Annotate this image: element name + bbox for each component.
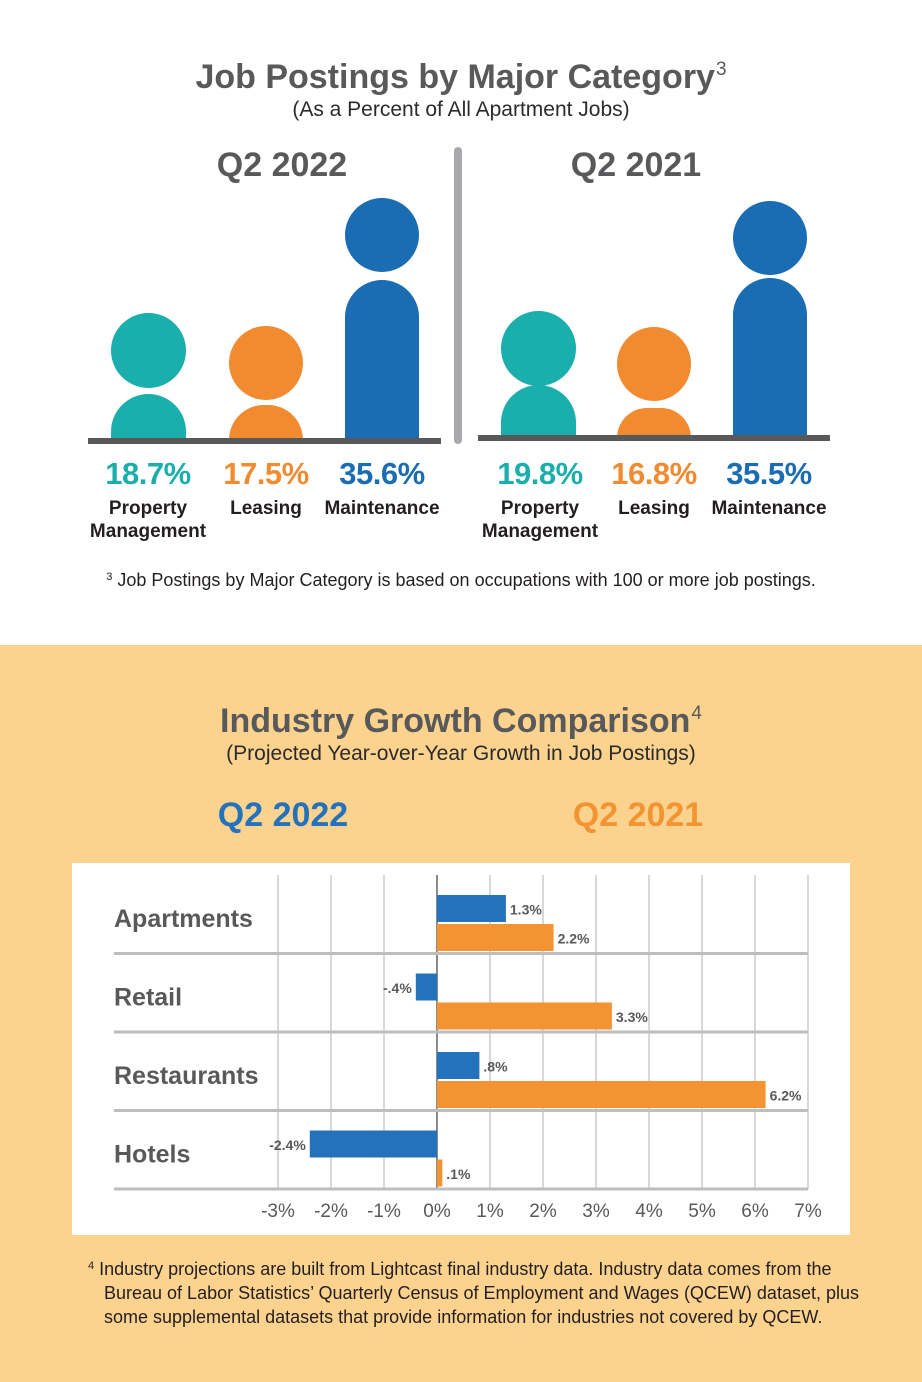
data-label: 3.3%	[616, 1009, 648, 1025]
label-maintenance-2022: Maintenance	[324, 498, 440, 519]
category-label: Retail	[114, 984, 182, 1012]
person-body-leasing-2021	[617, 408, 691, 438]
legend-q2-2022: Q2 2022	[217, 796, 349, 834]
label-property-management-2021: Property Management	[481, 498, 599, 542]
data-label: -.4%	[383, 980, 412, 996]
x-tick-label: 2%	[529, 1201, 557, 1222]
bar-q2-2021	[437, 1159, 443, 1187]
label-leasing-2022: Leasing	[230, 498, 302, 519]
bar-q2-2022	[309, 1130, 437, 1158]
data-label: .8%	[483, 1059, 508, 1075]
section1-subtitle: (As a Percent of All Apartment Jobs)	[292, 98, 630, 121]
growth-chart: -3% -2% -1% 0% 1% 2% 3% 4% 5% 6% 7% Apartments 1.3% 2…	[114, 875, 822, 1222]
person-body-property-management-2021	[501, 385, 576, 438]
panel-title-q2-2021: Q2 2021	[570, 146, 702, 184]
bar-q2-2022	[437, 895, 506, 922]
x-tick-label: -2%	[314, 1201, 348, 1222]
pct-maintenance-2021: 35.5%	[726, 456, 812, 491]
person-body-leasing-2022	[229, 405, 303, 440]
title-footnote-mark: 3	[715, 59, 727, 80]
pct-leasing-2021: 16.8%	[611, 456, 697, 491]
bar-q2-2021	[437, 924, 554, 951]
x-tick-label: 5%	[688, 1201, 716, 1222]
x-tick-label: 1%	[476, 1201, 504, 1222]
x-tick-label: 4%	[635, 1201, 663, 1222]
footnote-4: 4 Industry projections are built from Li…	[88, 1259, 859, 1327]
x-tick-label: 6%	[741, 1201, 769, 1222]
section1-title: Job Postings by Major Category3	[195, 58, 727, 96]
legend-q2-2021: Q2 2021	[572, 796, 704, 834]
x-tick-label: 3%	[582, 1201, 610, 1222]
pct-maintenance-2022: 35.6%	[339, 456, 425, 491]
x-tick-label: -1%	[367, 1201, 401, 1222]
label-property-management-2022: Property Management	[89, 498, 207, 542]
label-maintenance-2021: Maintenance	[711, 498, 827, 519]
person-icon-leasing-2021	[617, 327, 691, 401]
data-label: 2.2%	[558, 931, 590, 947]
category-label: Hotels	[114, 1141, 190, 1169]
x-tick-label: 0%	[423, 1201, 451, 1222]
person-icon-maintenance-2022	[345, 198, 419, 272]
data-label: 6.2%	[770, 1088, 802, 1104]
pct-leasing-2022: 17.5%	[223, 456, 309, 491]
pct-property-management-2022: 18.7%	[105, 456, 191, 491]
person-body-maintenance-2022	[345, 280, 419, 440]
x-tick-label: -3%	[261, 1201, 295, 1222]
panel-divider	[454, 147, 462, 444]
pct-property-management-2021: 19.8%	[497, 456, 583, 491]
bar-q2-2022	[415, 973, 437, 1001]
footnote-3: 3 Job Postings by Major Category is base…	[106, 570, 816, 590]
title-footnote-mark: 4	[691, 703, 702, 724]
person-icon-leasing-2022	[229, 326, 303, 400]
section2-title: Industry Growth Comparison4	[220, 702, 702, 740]
person-body-property-management-2022	[111, 394, 186, 440]
panel-title-q2-2022: Q2 2022	[216, 146, 348, 184]
person-icon-property-management-2021	[501, 311, 576, 386]
bar-q2-2021	[437, 1002, 612, 1030]
person-icon-maintenance-2021	[733, 201, 807, 275]
label-leasing-2021: Leasing	[618, 498, 690, 519]
bar-q2-2022	[437, 1052, 480, 1079]
data-label: -2.4%	[269, 1137, 306, 1153]
data-label: .1%	[446, 1166, 471, 1182]
data-label: 1.3%	[510, 902, 542, 918]
baseline-2022	[88, 438, 441, 444]
person-body-maintenance-2021	[733, 278, 807, 438]
bar-q2-2021	[437, 1081, 766, 1108]
x-tick-label: 7%	[794, 1201, 822, 1222]
baseline-2021	[478, 435, 830, 441]
category-label: Restaurants	[114, 1062, 259, 1090]
section2-subtitle: (Projected Year-over-Year Growth in Job …	[226, 742, 696, 765]
growth-chart-panel: -3% -2% -1% 0% 1% 2% 3% 4% 5% 6% 7% Apartments 1.3% 2…	[72, 863, 850, 1235]
category-label: Apartments	[114, 905, 253, 933]
person-icon-property-management-2022	[111, 313, 186, 388]
